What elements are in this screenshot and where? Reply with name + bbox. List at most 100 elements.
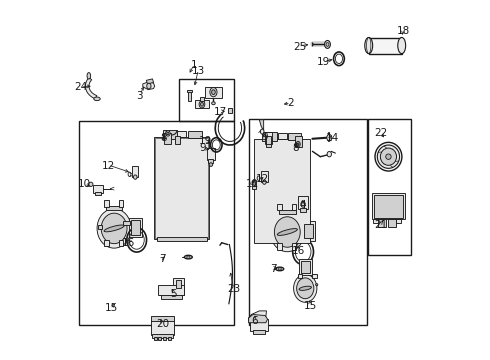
Bar bbox=[188, 91, 191, 101]
Bar bbox=[277, 243, 282, 249]
Ellipse shape bbox=[296, 278, 314, 299]
Text: 15: 15 bbox=[105, 303, 118, 314]
Bar bbox=[313, 274, 317, 278]
Bar bbox=[179, 78, 234, 121]
Text: 21: 21 bbox=[374, 220, 387, 230]
Bar bbox=[132, 166, 139, 177]
Bar bbox=[79, 121, 234, 325]
Bar bbox=[265, 132, 272, 144]
Text: 16: 16 bbox=[292, 246, 305, 256]
Text: 13: 13 bbox=[192, 66, 205, 76]
Ellipse shape bbox=[263, 180, 266, 184]
Text: 10: 10 bbox=[78, 179, 91, 189]
Polygon shape bbox=[248, 311, 267, 320]
Bar bbox=[266, 143, 271, 147]
Ellipse shape bbox=[365, 37, 373, 54]
Ellipse shape bbox=[277, 229, 297, 235]
Polygon shape bbox=[160, 293, 179, 296]
Circle shape bbox=[89, 182, 93, 186]
Bar bbox=[279, 210, 295, 214]
Ellipse shape bbox=[327, 152, 331, 157]
Bar bbox=[163, 130, 177, 139]
Bar bbox=[104, 200, 109, 207]
Text: 8: 8 bbox=[160, 133, 167, 143]
Polygon shape bbox=[259, 120, 264, 131]
Bar bbox=[200, 97, 204, 101]
Text: 3: 3 bbox=[137, 91, 143, 101]
Bar bbox=[157, 237, 207, 241]
Text: 8: 8 bbox=[292, 143, 298, 153]
Ellipse shape bbox=[133, 175, 137, 179]
Ellipse shape bbox=[166, 131, 170, 136]
Bar bbox=[164, 134, 171, 144]
Bar bbox=[152, 334, 173, 338]
Bar bbox=[168, 337, 171, 339]
Bar bbox=[187, 90, 192, 92]
Bar bbox=[95, 192, 101, 195]
Ellipse shape bbox=[147, 83, 151, 89]
Polygon shape bbox=[85, 78, 97, 99]
Bar bbox=[119, 200, 123, 207]
Bar bbox=[123, 221, 129, 225]
Ellipse shape bbox=[380, 148, 396, 165]
Text: 19: 19 bbox=[317, 57, 331, 67]
Ellipse shape bbox=[299, 286, 312, 291]
Bar bbox=[207, 148, 215, 160]
Bar bbox=[173, 278, 184, 296]
Ellipse shape bbox=[212, 102, 215, 105]
Ellipse shape bbox=[294, 274, 317, 302]
Polygon shape bbox=[143, 81, 155, 90]
Text: 5: 5 bbox=[171, 289, 177, 299]
Bar bbox=[252, 180, 256, 189]
Ellipse shape bbox=[97, 209, 131, 248]
Bar bbox=[372, 193, 405, 220]
Ellipse shape bbox=[386, 154, 391, 159]
FancyArrowPatch shape bbox=[391, 166, 392, 167]
Text: 11: 11 bbox=[245, 179, 259, 189]
Ellipse shape bbox=[101, 213, 127, 244]
Bar bbox=[248, 119, 367, 325]
Text: 17: 17 bbox=[214, 107, 227, 117]
Bar bbox=[299, 259, 313, 275]
Ellipse shape bbox=[94, 97, 100, 100]
Bar bbox=[262, 132, 276, 140]
Bar bbox=[298, 196, 308, 210]
Bar bbox=[158, 337, 161, 339]
Ellipse shape bbox=[316, 284, 318, 286]
Bar bbox=[175, 136, 180, 144]
Bar bbox=[153, 137, 209, 239]
Ellipse shape bbox=[297, 143, 299, 145]
Ellipse shape bbox=[274, 217, 300, 247]
Bar bbox=[374, 195, 403, 218]
Bar bbox=[195, 100, 209, 108]
Text: 24: 24 bbox=[74, 82, 87, 93]
Ellipse shape bbox=[212, 90, 215, 94]
Bar bbox=[155, 138, 208, 238]
Bar bbox=[277, 204, 282, 210]
Bar bbox=[302, 221, 315, 241]
Ellipse shape bbox=[375, 142, 402, 171]
Bar bbox=[151, 320, 174, 335]
Bar bbox=[119, 240, 123, 246]
Bar bbox=[250, 319, 268, 331]
Ellipse shape bbox=[326, 42, 329, 46]
Ellipse shape bbox=[301, 202, 305, 207]
Bar bbox=[278, 133, 287, 139]
Text: 9: 9 bbox=[261, 132, 268, 142]
Ellipse shape bbox=[209, 163, 213, 166]
Bar bbox=[368, 38, 402, 54]
Ellipse shape bbox=[104, 225, 124, 232]
Ellipse shape bbox=[210, 87, 217, 97]
Ellipse shape bbox=[200, 103, 203, 106]
Ellipse shape bbox=[327, 134, 332, 141]
Text: 19: 19 bbox=[199, 136, 212, 146]
Bar bbox=[298, 274, 302, 278]
FancyArrowPatch shape bbox=[384, 146, 386, 148]
Bar bbox=[301, 261, 310, 273]
Text: 20: 20 bbox=[156, 319, 169, 329]
Bar bbox=[153, 337, 157, 339]
Ellipse shape bbox=[296, 141, 300, 147]
Ellipse shape bbox=[398, 37, 406, 54]
Bar bbox=[261, 171, 268, 182]
Bar bbox=[98, 225, 101, 229]
